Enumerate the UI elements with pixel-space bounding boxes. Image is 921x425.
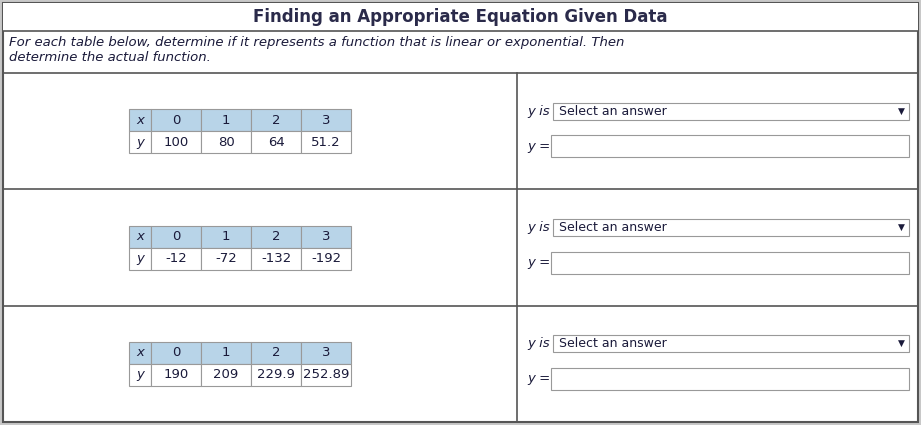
Text: 2: 2	[272, 346, 280, 359]
Bar	[201, 247, 251, 269]
Text: y: y	[136, 368, 144, 381]
Bar	[3, 3, 918, 31]
Bar	[151, 364, 201, 386]
Bar	[201, 131, 251, 153]
Bar	[201, 109, 251, 131]
Text: 3: 3	[321, 346, 331, 359]
Text: x: x	[136, 113, 144, 127]
Bar	[552, 135, 909, 157]
Text: 1: 1	[222, 346, 230, 359]
Bar	[552, 252, 909, 274]
Text: Select an answer: Select an answer	[559, 337, 667, 350]
Bar	[251, 247, 301, 269]
Text: y: y	[136, 252, 144, 265]
Text: 64: 64	[268, 136, 285, 149]
Text: 51.2: 51.2	[311, 136, 341, 149]
Bar	[151, 226, 201, 247]
Bar	[201, 364, 251, 386]
Bar	[301, 342, 351, 364]
Text: -72: -72	[216, 252, 237, 265]
Bar	[129, 226, 151, 247]
Bar	[151, 342, 201, 364]
Bar	[301, 131, 351, 153]
Text: -192: -192	[311, 252, 341, 265]
Bar	[129, 364, 151, 386]
Text: y =: y =	[527, 256, 551, 269]
Text: determine the actual function.: determine the actual function.	[9, 51, 211, 63]
Text: -12: -12	[165, 252, 187, 265]
Bar	[554, 103, 909, 120]
Bar	[554, 335, 909, 352]
Text: For each table below, determine if it represents a function that is linear or ex: For each table below, determine if it re…	[9, 36, 624, 48]
Bar	[251, 131, 301, 153]
Text: Select an answer: Select an answer	[559, 221, 667, 234]
Text: x: x	[136, 230, 144, 243]
Text: 0: 0	[172, 230, 181, 243]
Bar	[251, 226, 301, 247]
Bar	[129, 109, 151, 131]
Text: y is: y is	[527, 105, 550, 118]
Bar	[301, 364, 351, 386]
Text: x: x	[136, 346, 144, 359]
Bar	[552, 368, 909, 390]
Text: ▼: ▼	[898, 339, 904, 348]
Bar	[129, 247, 151, 269]
Bar	[301, 226, 351, 247]
Bar	[129, 131, 151, 153]
Bar	[251, 364, 301, 386]
Text: 1: 1	[222, 113, 230, 127]
Bar	[554, 219, 909, 236]
Text: 252.89: 252.89	[303, 368, 349, 381]
Bar	[201, 226, 251, 247]
Text: -132: -132	[261, 252, 291, 265]
Text: 3: 3	[321, 230, 331, 243]
Text: 100: 100	[164, 136, 189, 149]
Bar	[129, 342, 151, 364]
Bar	[301, 109, 351, 131]
Text: Select an answer: Select an answer	[559, 105, 667, 118]
Bar	[301, 247, 351, 269]
Bar	[151, 247, 201, 269]
Bar	[251, 342, 301, 364]
Text: 209: 209	[214, 368, 239, 381]
Text: 0: 0	[172, 113, 181, 127]
Text: 2: 2	[272, 113, 280, 127]
Text: y =: y =	[527, 140, 551, 153]
Text: 229.9: 229.9	[257, 368, 295, 381]
Text: y is: y is	[527, 337, 550, 350]
Bar	[151, 131, 201, 153]
Bar	[251, 109, 301, 131]
Text: 190: 190	[164, 368, 189, 381]
Text: 3: 3	[321, 113, 331, 127]
Bar	[151, 109, 201, 131]
Text: y: y	[136, 136, 144, 149]
Text: 2: 2	[272, 230, 280, 243]
Text: y is: y is	[527, 221, 550, 234]
Text: Finding an Appropriate Equation Given Data: Finding an Appropriate Equation Given Da…	[253, 8, 668, 26]
Bar	[201, 342, 251, 364]
Text: y =: y =	[527, 372, 551, 385]
Text: ▼: ▼	[898, 107, 904, 116]
Text: 1: 1	[222, 230, 230, 243]
Text: 80: 80	[217, 136, 235, 149]
Text: ▼: ▼	[898, 223, 904, 232]
Text: 0: 0	[172, 346, 181, 359]
